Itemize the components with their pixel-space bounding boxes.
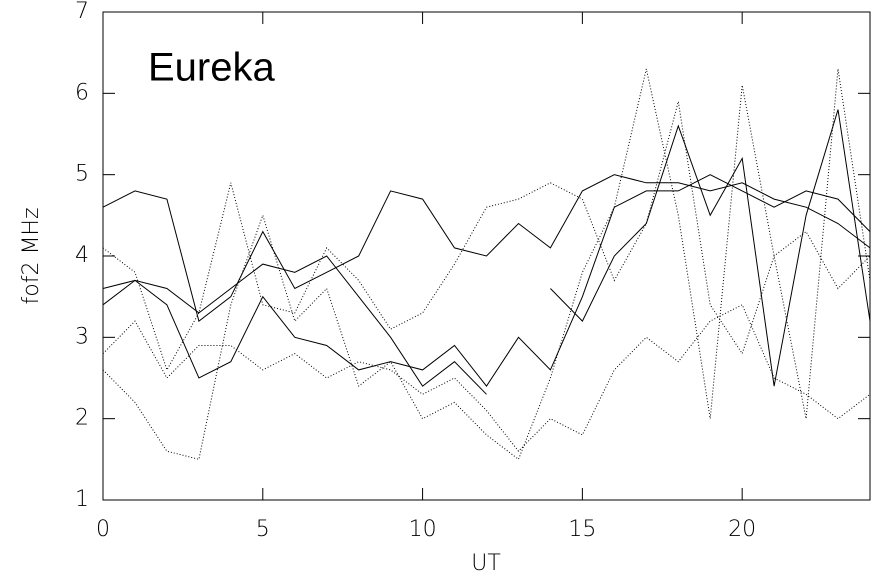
y-tick-label: 1 bbox=[75, 487, 89, 512]
series-line bbox=[102, 174, 871, 387]
series-line bbox=[102, 304, 871, 452]
x-tick-label: 5 bbox=[256, 517, 270, 542]
x-axis-label: UT bbox=[471, 551, 501, 576]
series-line bbox=[102, 68, 871, 461]
x-tick-label: 10 bbox=[409, 517, 437, 542]
annotation: Eureka bbox=[148, 46, 275, 90]
series-line bbox=[102, 101, 871, 372]
y-tick-label: 7 bbox=[75, 0, 89, 24]
y-axis-label: fof2 MHz bbox=[19, 207, 44, 304]
y-tick-label: 5 bbox=[75, 162, 89, 187]
y-tick-label: 3 bbox=[75, 324, 89, 349]
y-tick-label: 6 bbox=[75, 80, 89, 105]
y-tick-label: 2 bbox=[75, 406, 89, 431]
x-tick-label: 20 bbox=[728, 517, 756, 542]
x-tick-label: 0 bbox=[96, 517, 110, 542]
y-tick-label: 4 bbox=[75, 243, 89, 268]
series-line bbox=[102, 174, 871, 322]
series-line bbox=[102, 109, 871, 395]
x-tick-label: 15 bbox=[568, 517, 596, 542]
